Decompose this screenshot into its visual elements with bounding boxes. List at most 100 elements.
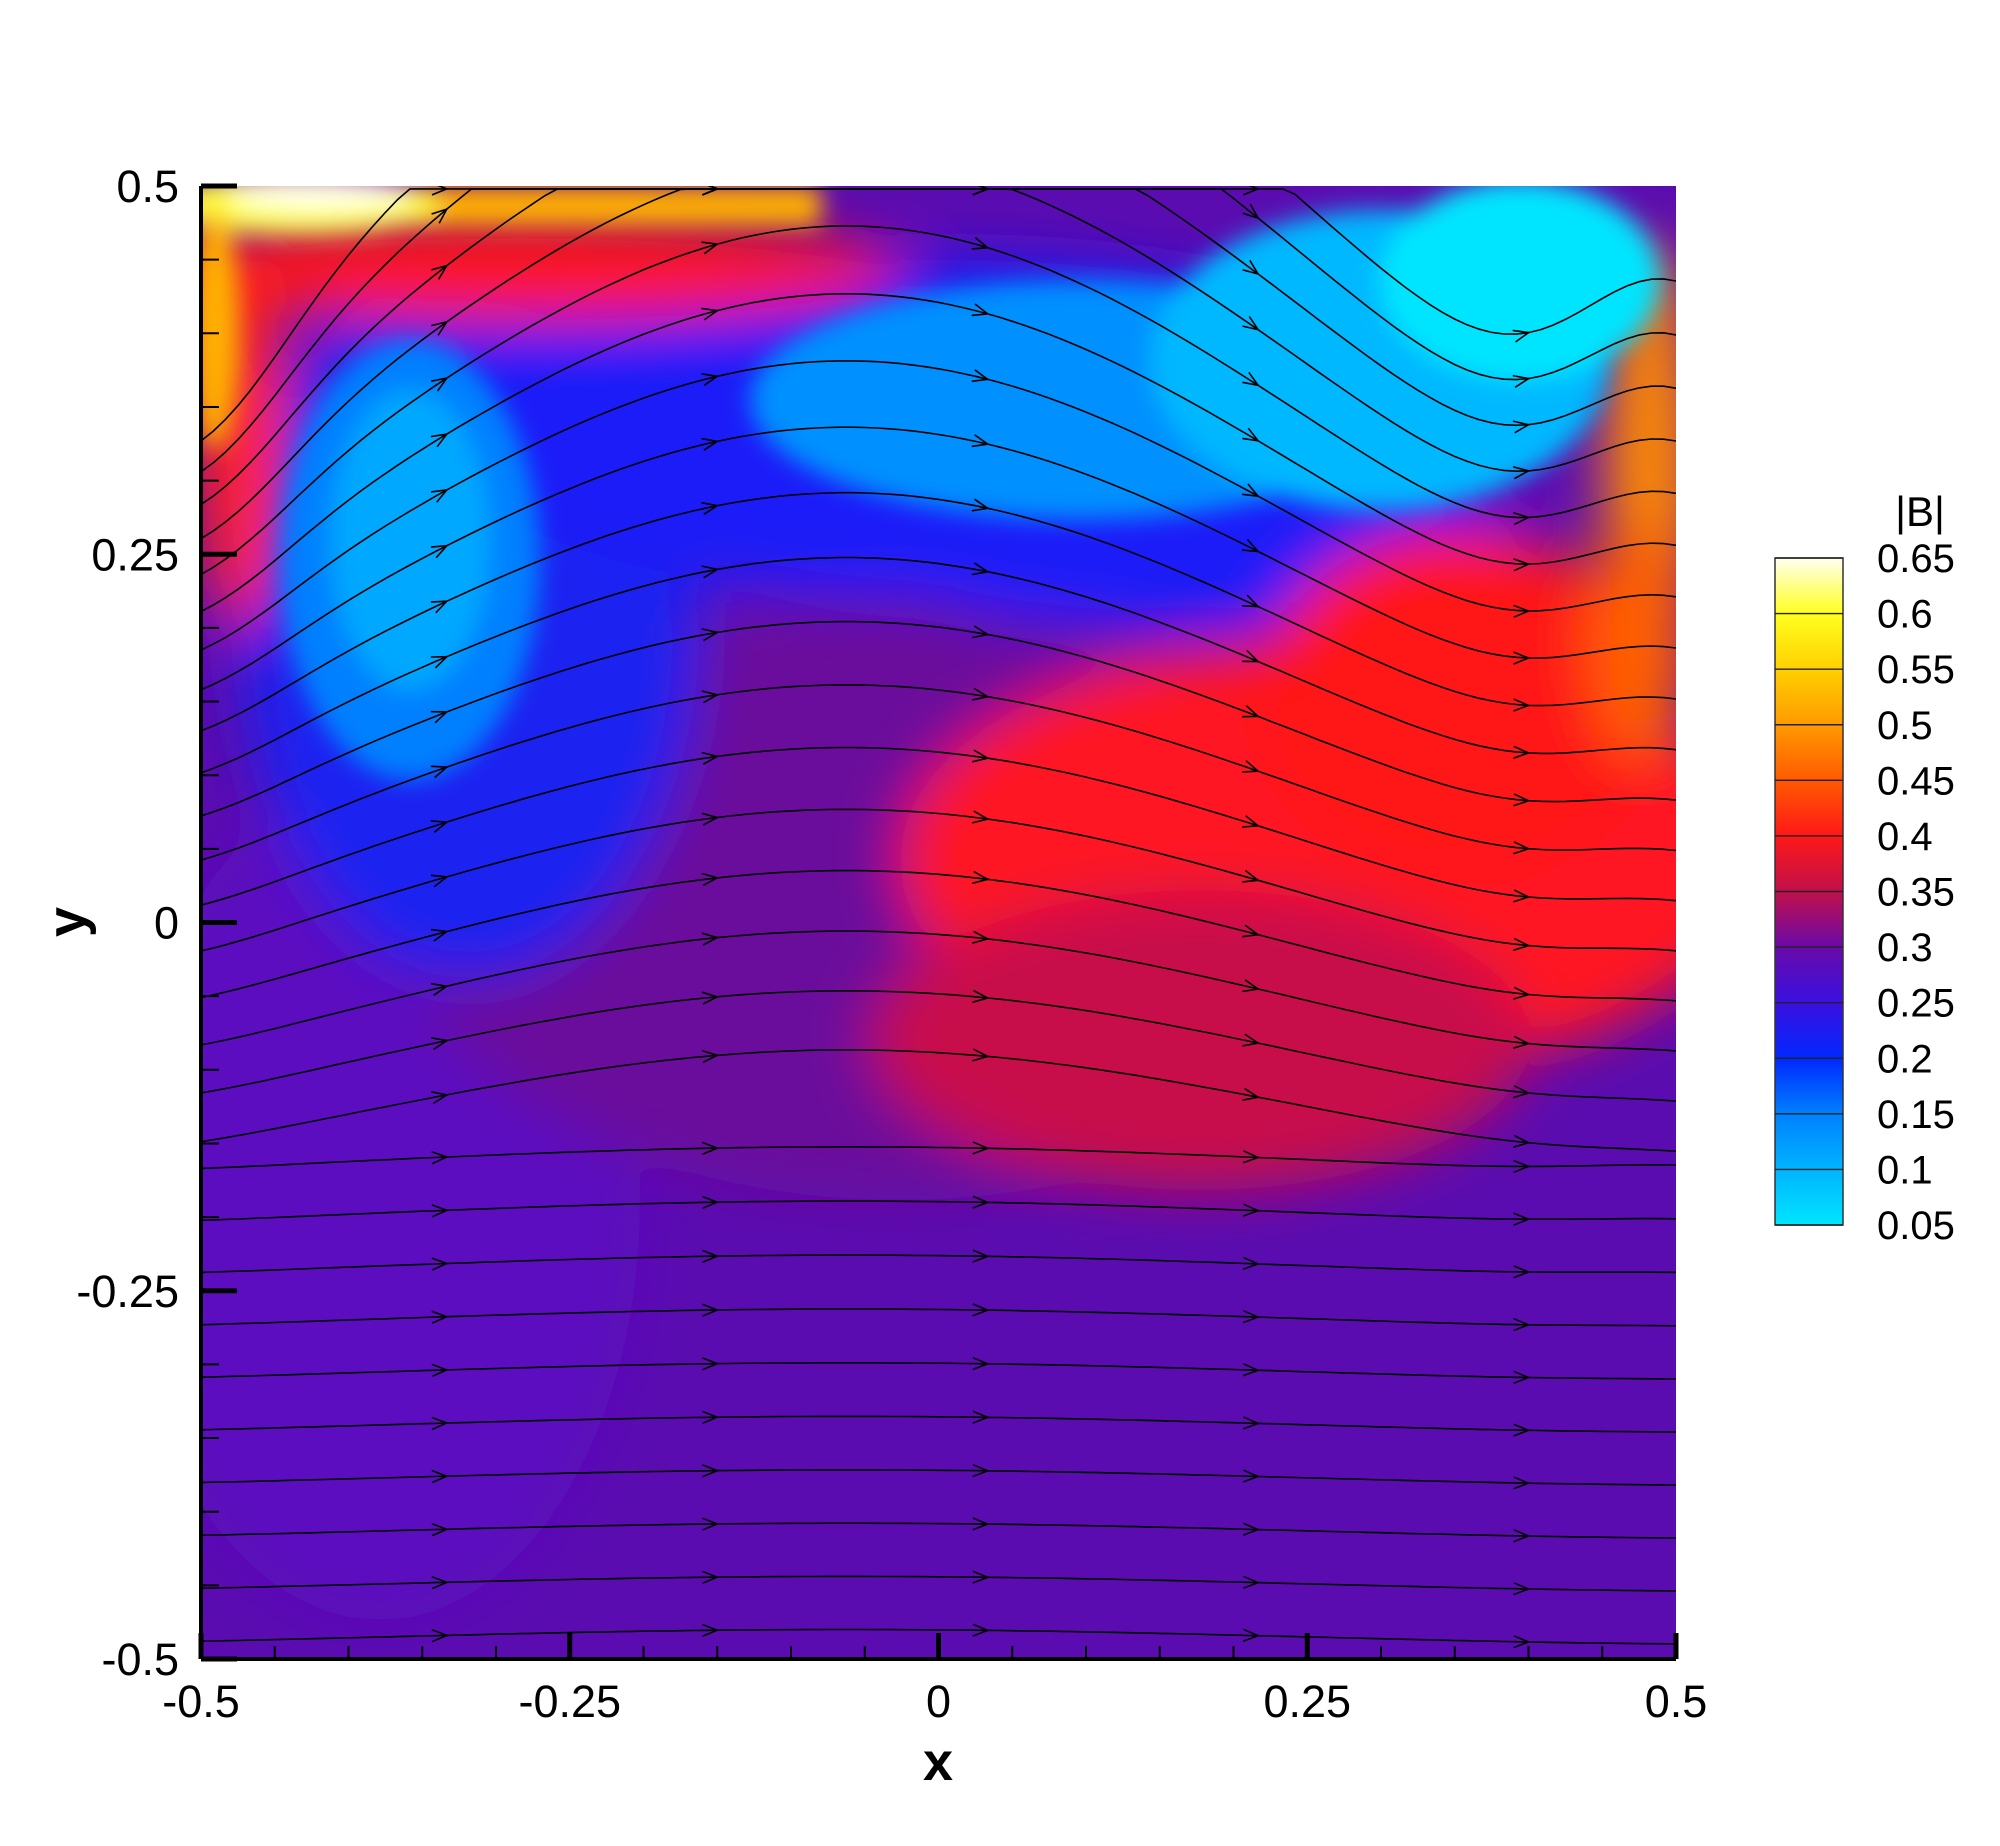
streamline-arrow [702, 1410, 720, 1425]
streamline-arrow [701, 932, 720, 946]
streamline-arrow [972, 186, 990, 196]
y-tick-label: 0.25 [91, 529, 179, 580]
streamline-arrow [1512, 1085, 1531, 1099]
streamlines [201, 186, 1676, 1649]
streamline-arrow [1242, 649, 1261, 663]
streamline-arrow [971, 562, 990, 576]
streamline-arrow [971, 498, 990, 512]
x-tick-label: -0.5 [162, 1676, 240, 1727]
streamline-arrow [701, 501, 720, 515]
streamline-arrow [1513, 651, 1531, 665]
streamline-arrow [1242, 203, 1260, 220]
streamline-arrow [431, 1150, 449, 1165]
streamline-arrow [1512, 466, 1531, 480]
streamline-arrow [1242, 259, 1260, 276]
streamline-arrow [430, 928, 449, 942]
magnitude-field [201, 186, 1676, 1659]
streamline-arrow [1242, 538, 1261, 553]
streamline-arrow [1512, 937, 1531, 952]
streamline-arrow [1513, 1265, 1531, 1279]
streamline-arrow [701, 1049, 720, 1064]
streamline-arrow [702, 186, 720, 196]
streamline-arrow [431, 320, 449, 336]
colorbar-tick-label: 0.4 [1877, 815, 1933, 859]
field-high-left-edge [201, 210, 240, 450]
colorbar-tick-label: 0.25 [1877, 982, 1955, 1026]
streamline-arrow [971, 749, 990, 763]
colorbar-tick-label: 0.1 [1877, 1148, 1933, 1192]
streamline-arrow [971, 687, 990, 701]
x-tick-label: 0.25 [1263, 1676, 1351, 1727]
streamline-arrow [1242, 869, 1261, 883]
field-low-vortex-left-core [330, 390, 490, 690]
x-axis-ticks: -0.5 -0.25 0 0.25 0.5 [162, 1633, 1707, 1727]
streamline-arrow [431, 1629, 449, 1643]
y-tick-label: 0.5 [116, 161, 179, 212]
streamline-arrow [431, 1576, 449, 1590]
streamline-arrow [431, 1257, 449, 1271]
streamline-arrow [1242, 1416, 1261, 1430]
field-blob-red-upper [1260, 530, 1660, 870]
streamline-arrow [1513, 1476, 1531, 1490]
streamline-arrow [430, 710, 449, 724]
colorbar-tick-label: 0.2 [1877, 1037, 1933, 1081]
field-high-corner-core [230, 186, 410, 209]
streamline-arrow [701, 751, 720, 765]
streamline-arrow [431, 1204, 449, 1218]
streamline-arrow [1242, 1087, 1261, 1101]
y-axis-ticks: -0.5 -0.25 0 0.25 0.5 [76, 161, 237, 1685]
streamline-arrow [430, 655, 449, 669]
streamline-arrow [701, 241, 720, 255]
streamline-arrow [1242, 1575, 1261, 1589]
streamline-arrow [431, 1310, 449, 1324]
streamline-arrow [430, 765, 449, 779]
streamline-arrow [1513, 1635, 1531, 1649]
streamline-arrow [972, 1356, 990, 1371]
streamline-arrow [971, 810, 990, 824]
streamline-arrow [701, 307, 720, 321]
streamline-arrow [701, 373, 720, 387]
streamline-arrow [430, 432, 449, 448]
colorbar-tick-label: 0.6 [1877, 593, 1933, 637]
colorbar-title: |B| [1895, 488, 1945, 535]
colorbar-ticks: 0.05 0.1 0.15 0.2 0.25 0.3 0.35 0.4 0.45 0.5 0.55 0… [1775, 537, 1955, 1248]
streamline-arrow [1242, 371, 1260, 387]
streamline-arrow [431, 1363, 449, 1378]
colorbar-tick-label: 0.45 [1877, 759, 1955, 803]
x-tick-label: -0.25 [518, 1676, 621, 1727]
streamline-arrow [1512, 374, 1531, 388]
streamline-arrow [431, 207, 449, 224]
streamline-arrow [971, 369, 990, 383]
streamline-arrow [1242, 815, 1261, 828]
streamline-arrow [430, 488, 449, 503]
streamline-arrow [1513, 793, 1531, 807]
streamline-arrow [972, 1517, 990, 1531]
colorbar-tick-label: 0.3 [1877, 926, 1933, 970]
streamline-arrow [1242, 594, 1261, 608]
streamline-arrow [1242, 1256, 1261, 1271]
streamline-arrow [1513, 1212, 1531, 1226]
streamline-arrow [431, 264, 449, 280]
streamline-arrow [972, 1623, 990, 1637]
y-tick-label: -0.25 [76, 1266, 179, 1317]
streamline-arrow [1242, 1522, 1261, 1536]
streamline-arrow [701, 565, 720, 579]
streamline-arrow [972, 1570, 990, 1584]
streamline-arrow [702, 1141, 720, 1156]
streamline-arrow [1242, 1628, 1261, 1642]
streamline-arrow [1242, 1363, 1261, 1377]
colorbar-tick-label: 0.65 [1877, 537, 1955, 581]
streamline-arrow [1513, 841, 1531, 855]
streamline-arrow [702, 1249, 720, 1264]
streamline-arrow [972, 989, 990, 1004]
y-tick-label: -0.5 [101, 1634, 179, 1685]
field-blob-red-lower [870, 890, 1530, 1190]
y-axis-title: y [37, 907, 97, 937]
streamline-arrow [971, 303, 990, 317]
streamline-arrow [1513, 1370, 1531, 1384]
streamline-arrow [1512, 329, 1531, 343]
y-tick-label: 0 [154, 898, 179, 949]
streamline-arrow [972, 1048, 990, 1062]
colorbar-tick-label: 0.35 [1877, 871, 1955, 915]
